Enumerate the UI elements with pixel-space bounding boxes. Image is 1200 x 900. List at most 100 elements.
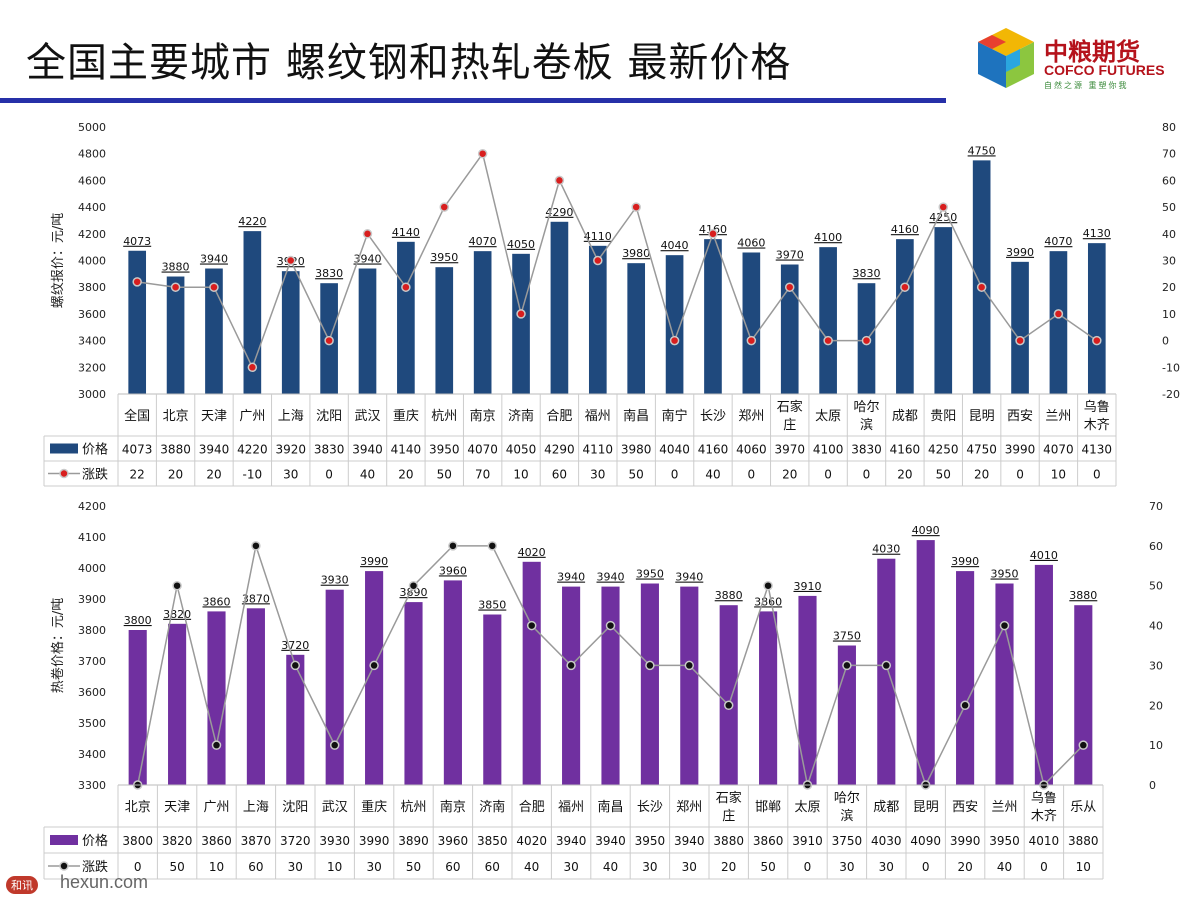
change-table-cell: 40 [360, 468, 375, 482]
price-bar [798, 595, 817, 785]
price-table-cell: 4290 [544, 443, 575, 457]
change-marker [842, 660, 852, 671]
price-bar [562, 586, 581, 785]
category-label: 广州 [203, 800, 229, 815]
price-table-cell: 4140 [391, 443, 422, 457]
category-label: 昆明 [969, 409, 995, 424]
price-table-cell: 3870 [241, 834, 272, 848]
price-table-cell: 3940 [556, 834, 587, 848]
price-table-cell: 4750 [966, 443, 997, 457]
category-label: 郑州 [738, 409, 764, 424]
change-table-cell: 30 [283, 468, 298, 482]
left-axis-tick-label: 3200 [78, 361, 106, 374]
change-table-cell: 70 [475, 468, 490, 482]
change-table-cell: 40 [705, 468, 720, 482]
change-marker [631, 202, 641, 212]
price-data-label: 4160 [891, 223, 919, 236]
price-table-cell: 4100 [813, 443, 844, 457]
left-axis-tick-label: 3300 [78, 779, 106, 792]
change-table-cell: 30 [288, 860, 303, 874]
price-bar [207, 611, 226, 785]
price-table-cell: 3850 [477, 834, 508, 848]
category-label: 济南 [479, 799, 505, 815]
price-data-label: 3940 [557, 571, 585, 584]
price-data-label: 3870 [242, 592, 270, 605]
change-marker [669, 335, 680, 346]
price-legend-key [50, 443, 78, 454]
price-legend-key [50, 835, 78, 845]
price-data-label: 3990 [360, 555, 388, 568]
change-table-cell: 10 [1076, 860, 1091, 874]
price-bar [934, 227, 953, 394]
price-table-cell: 4160 [698, 443, 729, 457]
change-table-cell: 0 [1016, 468, 1024, 482]
change-marker [209, 282, 219, 292]
price-table-cell: 3990 [359, 834, 390, 848]
change-table-cell: 50 [936, 468, 951, 482]
logo-slogan: 自然之源 重塑你我 [1044, 81, 1129, 90]
price-data-label: 4100 [814, 231, 842, 244]
change-marker [976, 282, 987, 292]
right-axis-tick-label: 60 [1149, 540, 1163, 553]
price-bar [956, 571, 975, 785]
change-marker [938, 202, 949, 212]
right-axis-tick-label: 20 [1162, 281, 1176, 294]
change-marker [784, 282, 795, 292]
price-bar [325, 589, 344, 785]
price-bar [166, 276, 185, 394]
price-bar [1011, 261, 1029, 394]
price-bar [896, 239, 914, 394]
category-label: 天津 [164, 800, 190, 815]
change-table-cell: 0 [1093, 468, 1101, 482]
price-data-label: 3970 [776, 249, 804, 262]
left-axis-tick-label: 4800 [78, 148, 106, 161]
change-marker [362, 229, 373, 239]
price-bar [483, 614, 502, 785]
change-table-cell: 50 [629, 468, 644, 482]
price-table-cell: 4090 [910, 834, 941, 848]
change-marker [861, 335, 872, 346]
price-table-cell: 3950 [635, 834, 666, 848]
price-bar [1087, 243, 1106, 394]
price-table-cell: 4160 [890, 443, 921, 457]
category-label: 成都 [873, 800, 899, 815]
price-data-label: 4290 [545, 206, 573, 219]
price-data-label: 4140 [392, 226, 420, 239]
left-axis-tick-label: 4100 [78, 531, 106, 544]
left-axis-tick-label: 3700 [78, 655, 106, 668]
price-table-cell: 3830 [314, 443, 345, 457]
title-underline [0, 98, 946, 103]
category-label: 南宁 [662, 408, 688, 424]
price-bar [1049, 251, 1068, 394]
change-table-cell: 10 [513, 468, 528, 482]
page-title: 全国主要城市 螺纹钢和热轧卷板 最新价格 [26, 40, 792, 86]
price-table-cell: 3880 [1068, 834, 1099, 848]
price-table-cell: 3750 [832, 834, 863, 848]
change-marker [999, 620, 1010, 631]
price-data-label: 4070 [1044, 235, 1072, 248]
price-table-cell: 3940 [674, 834, 705, 848]
price-table-cell: 3800 [122, 834, 153, 848]
price-data-label: 3820 [163, 608, 191, 621]
change-table-cell: 20 [721, 860, 736, 874]
left-axis-tick-label: 4000 [78, 562, 106, 575]
change-table-cell: 20 [974, 468, 989, 482]
y-axis-title: 热卷价格：元/吨 [50, 598, 66, 693]
change-marker [960, 700, 970, 711]
price-bar [819, 247, 837, 394]
category-label: 合肥 [546, 409, 572, 424]
right-axis-tick-label: 70 [1149, 500, 1163, 513]
category-label: 哈尔滨 [853, 400, 879, 433]
right-axis-tick-label: 20 [1149, 699, 1163, 712]
price-bar [404, 602, 423, 785]
change-line [137, 151, 1098, 370]
category-label: 西安 [1007, 409, 1033, 424]
price-table-cell: 4020 [516, 834, 547, 848]
price-data-label: 4070 [469, 235, 497, 248]
price-bar [205, 268, 223, 394]
left-axis-tick-label: 3800 [78, 281, 106, 294]
price-data-label: 3830 [853, 267, 881, 280]
category-label: 南昌 [623, 408, 649, 424]
change-table-cell: 0 [824, 468, 832, 482]
change-table-cell: -10 [243, 468, 263, 482]
